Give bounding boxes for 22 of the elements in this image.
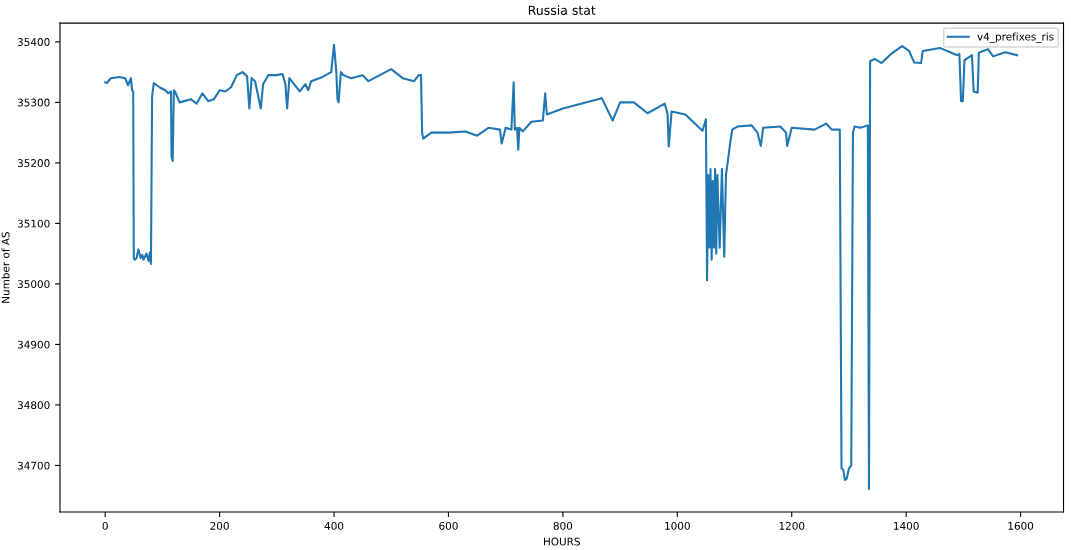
- chart-title: Russia stat: [528, 5, 596, 15]
- x-tick-label: 400: [324, 521, 344, 530]
- y-tick-label: 35300: [17, 98, 50, 107]
- y-tick-label: 35400: [17, 38, 50, 46]
- legend-label: v4_prefixes_ris: [977, 32, 1054, 43]
- x-tick-label: 0: [102, 521, 108, 530]
- y-tick-label: 35100: [17, 219, 50, 228]
- y-tick-label: 35000: [17, 280, 50, 289]
- y-tick-label: 34800: [17, 401, 50, 410]
- x-tick-label: 800: [553, 521, 573, 530]
- x-tick-label: 200: [210, 521, 229, 530]
- x-tick-label: 1000: [665, 521, 690, 530]
- y-tick-label: 35200: [17, 159, 50, 167]
- y-axis-title: Number of AS: [1, 232, 10, 303]
- line-series: [104, 43, 1019, 491]
- x-tick-label: 600: [439, 521, 458, 530]
- y-tick-label: 34700: [17, 461, 50, 470]
- x-tick-label: 1600: [1008, 521, 1034, 530]
- x-tick-label: 1200: [779, 521, 805, 530]
- y-tick-label: 34900: [17, 340, 50, 349]
- x-tick-label: 1400: [894, 521, 919, 530]
- x-axis-title: HOURS: [544, 537, 580, 546]
